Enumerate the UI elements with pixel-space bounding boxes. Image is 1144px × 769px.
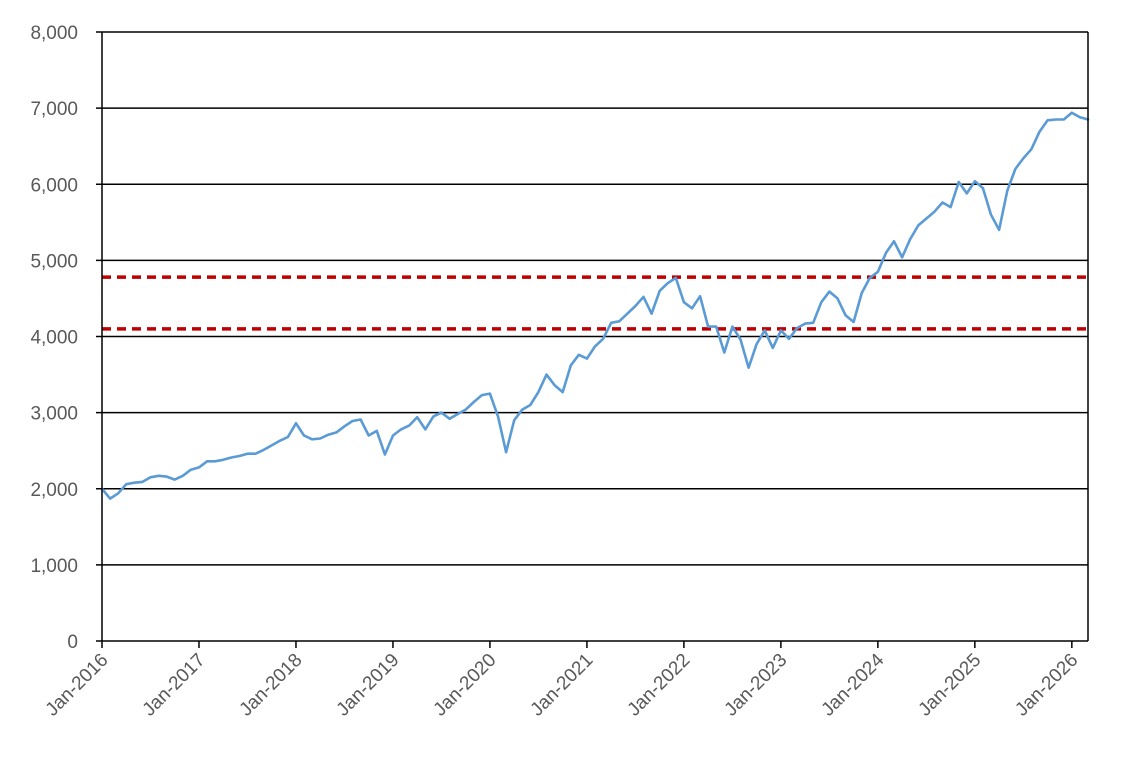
horizontal-gridlines: [102, 31, 1088, 566]
y-tick-label: 2,000: [30, 480, 78, 501]
y-tick-label: 3,000: [30, 404, 78, 425]
reference-lines: [102, 275, 1088, 331]
x-tick-label: Jan-2024: [818, 649, 889, 720]
series-line-0: [100, 111, 1090, 500]
y-tick-label: 8,000: [30, 23, 78, 44]
y-tick-label: 5,000: [30, 251, 78, 272]
x-tick-label: Jan-2020: [430, 650, 501, 721]
x-tick-label: Jan-2022: [624, 650, 695, 721]
x-tick-label: Jan-2018: [236, 650, 307, 721]
x-tick-label: Jan-2017: [139, 650, 210, 721]
y-tick-label: 1,000: [30, 556, 78, 577]
x-tick-label: Jan-2021: [527, 650, 598, 721]
y-tick-label: 7,000: [30, 99, 78, 120]
x-tick-label: Jan-2019: [333, 650, 404, 721]
x-axis-tick-labels: Jan-2016 Jan-2017 Jan-2018 Jan-2019 Jan-2020…: [42, 649, 1083, 720]
x-tick-label: Jan-2026: [1011, 650, 1082, 721]
y-axis-tick-labels: 0 1,000 2,000 3,000 4,000 5,000 6,000 7,000 8,00…: [30, 23, 78, 653]
y-tick-label: 4,000: [30, 328, 78, 349]
y-tick-label: 6,000: [30, 175, 78, 196]
x-tick-label: Jan-2025: [915, 650, 986, 721]
x-tick-label: Jan-2016: [42, 650, 113, 721]
series-layer: [100, 111, 1090, 500]
y-tick-label: 0: [67, 632, 78, 653]
x-tick-label: Jan-2023: [721, 650, 792, 721]
axes: [96, 31, 1089, 648]
